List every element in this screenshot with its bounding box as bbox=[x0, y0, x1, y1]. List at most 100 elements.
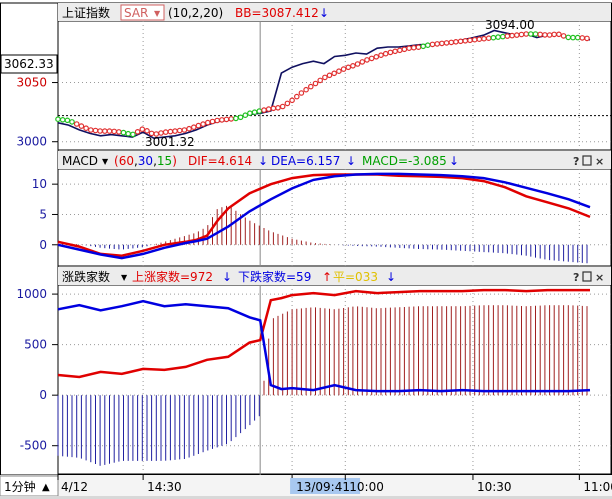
sar-point-red bbox=[219, 117, 225, 123]
sar-point-green bbox=[256, 108, 263, 114]
y-tick-label: 500 bbox=[24, 338, 47, 352]
sar-point-red bbox=[111, 128, 118, 135]
unchanged-value: 平=033 bbox=[333, 270, 378, 284]
sar-point-red bbox=[336, 68, 342, 75]
window-icon[interactable] bbox=[582, 155, 592, 166]
macd-value: MACD=-3.085 bbox=[362, 154, 447, 168]
sar-point-red bbox=[116, 129, 122, 135]
sar-point-red bbox=[396, 47, 403, 54]
y-tick-label: 0 bbox=[39, 388, 47, 402]
sar-point-red bbox=[326, 72, 333, 79]
sar-point-green bbox=[420, 43, 427, 50]
sar-point-red bbox=[518, 31, 525, 38]
grid-layer bbox=[0, 2, 612, 476]
indicator-selector-macd[interactable]: MACD ▼ bbox=[62, 154, 109, 168]
sar-point-red bbox=[92, 127, 99, 134]
sar-point-red bbox=[78, 123, 85, 129]
sar-point-red bbox=[471, 36, 478, 43]
sar-point-green bbox=[237, 114, 244, 121]
advancers-line bbox=[57, 288, 590, 379]
sar-point-red bbox=[556, 31, 562, 38]
chevron-down-icon: ▼ bbox=[154, 9, 161, 18]
sar-point-green bbox=[565, 34, 572, 41]
sar-point-red bbox=[504, 33, 511, 39]
sar-point-red bbox=[200, 121, 206, 127]
price-panel-header bbox=[58, 3, 611, 21]
breadth-selector-label: 涨跌家数 bbox=[62, 269, 110, 284]
breadth-panel-controls: ? × bbox=[573, 271, 604, 284]
low-price-label: 3001.32 bbox=[145, 135, 195, 149]
scrollbar[interactable] bbox=[0, 496, 612, 499]
sar-point-red bbox=[186, 125, 192, 132]
close-icon[interactable]: × bbox=[595, 271, 604, 284]
window-icon[interactable] bbox=[582, 271, 592, 282]
unchanged-arrow-icon: ↓ bbox=[386, 270, 396, 284]
sar-point-red bbox=[537, 31, 544, 38]
bb-arrow-icon: ↓ bbox=[319, 6, 329, 20]
sar-point-red bbox=[144, 128, 150, 134]
sar-point-red bbox=[102, 128, 108, 134]
sar-point-green bbox=[64, 117, 71, 124]
sar-point-red bbox=[317, 77, 324, 84]
sar-point-green bbox=[251, 109, 258, 116]
sar-point-red bbox=[560, 33, 567, 39]
sar-point-red bbox=[434, 41, 441, 47]
macd-params-open: ( bbox=[114, 154, 119, 168]
sar-point-green bbox=[490, 34, 497, 41]
bb-value: BB=3087.412 bbox=[235, 6, 319, 20]
sar-point-green bbox=[570, 34, 576, 41]
close-icon[interactable]: × bbox=[595, 155, 604, 168]
axis-labels: 3000 3050 0 5 10 -500 0 500 1000 bbox=[16, 76, 47, 453]
sar-point-green bbox=[242, 112, 249, 119]
arrow-up-icon: ▲ bbox=[42, 482, 50, 493]
sar-point-red bbox=[270, 105, 277, 112]
sar-point-red bbox=[83, 125, 89, 132]
sar-point-red bbox=[97, 128, 103, 134]
help-icon[interactable]: ? bbox=[573, 155, 579, 168]
y-tick-label: 1000 bbox=[16, 287, 47, 301]
sar-point-red bbox=[476, 36, 483, 43]
sar-point-red bbox=[331, 70, 338, 77]
sar-point-red bbox=[195, 122, 202, 129]
current-price-label: 3062.33 bbox=[4, 57, 54, 71]
sar-point-red bbox=[345, 64, 352, 71]
breadth-panel-header bbox=[58, 267, 611, 285]
sar-point-red bbox=[275, 105, 281, 111]
sar-point-red bbox=[429, 41, 436, 48]
y-tick-label: 3050 bbox=[16, 76, 47, 90]
macd-selector-label: MACD bbox=[62, 154, 98, 168]
y-tick-label: 10 bbox=[32, 177, 47, 191]
dif-line bbox=[57, 173, 591, 257]
sar-point-red bbox=[209, 118, 216, 125]
sar-point-red bbox=[368, 55, 375, 62]
sar-point-red bbox=[523, 31, 530, 37]
chart-frame bbox=[0, 2, 612, 476]
indicator-selector-sar[interactable]: SAR ▼ bbox=[120, 4, 165, 21]
index-title: 上证指数 bbox=[62, 5, 110, 20]
sar-point-red bbox=[387, 49, 394, 56]
sar-point-green bbox=[574, 34, 581, 41]
x-tick-label: 10:30 bbox=[477, 480, 512, 494]
help-icon[interactable]: ? bbox=[573, 271, 579, 284]
sar-point-red bbox=[228, 116, 235, 122]
indicator-selector-breadth[interactable]: 涨跌家数 ▼ bbox=[62, 269, 128, 284]
high-price-label: 3094.00 bbox=[485, 18, 535, 32]
x-tick-label: 11:00 bbox=[583, 480, 612, 494]
price-line bbox=[57, 29, 591, 140]
decliners-line bbox=[57, 299, 591, 393]
selected-date-highlight bbox=[290, 478, 361, 494]
sar-point-red bbox=[453, 38, 459, 45]
x-tick-label: 13/09:41 bbox=[296, 480, 350, 494]
decliners-arrow-icon: ↑ bbox=[322, 270, 332, 284]
macd-param-1: 60 bbox=[119, 154, 134, 168]
advancers-arrow-icon: ↓ bbox=[222, 270, 232, 284]
sar-point-red bbox=[106, 128, 113, 134]
macd-params-close: ) bbox=[172, 154, 177, 168]
sar-point-green bbox=[130, 131, 136, 138]
advancers-value: 上涨家数=972 bbox=[132, 269, 213, 284]
dif-arrow-icon: ↓ bbox=[258, 154, 268, 168]
sar-point-red bbox=[481, 35, 487, 42]
dea-arrow-icon: ↓ bbox=[346, 154, 356, 168]
